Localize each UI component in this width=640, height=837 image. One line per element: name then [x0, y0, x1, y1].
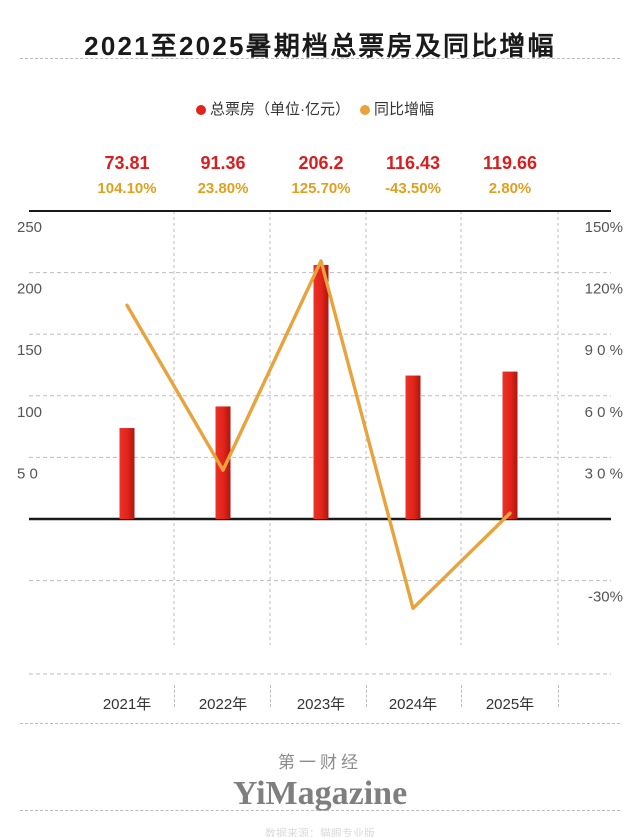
svg-text:6 0 %: 6 0 % [585, 404, 623, 421]
svg-text:120%: 120% [585, 281, 623, 298]
svg-text:9 0 %: 9 0 % [585, 342, 623, 359]
svg-text:150%: 150% [585, 219, 623, 236]
svg-text:-30%: -30% [588, 589, 623, 606]
svg-text:150: 150 [17, 342, 42, 359]
svg-text:100: 100 [17, 404, 42, 421]
svg-text:200: 200 [17, 281, 42, 298]
svg-text:5 0: 5 0 [17, 465, 38, 482]
svg-text:250: 250 [17, 219, 42, 236]
svg-text:3 0 %: 3 0 % [585, 465, 623, 482]
